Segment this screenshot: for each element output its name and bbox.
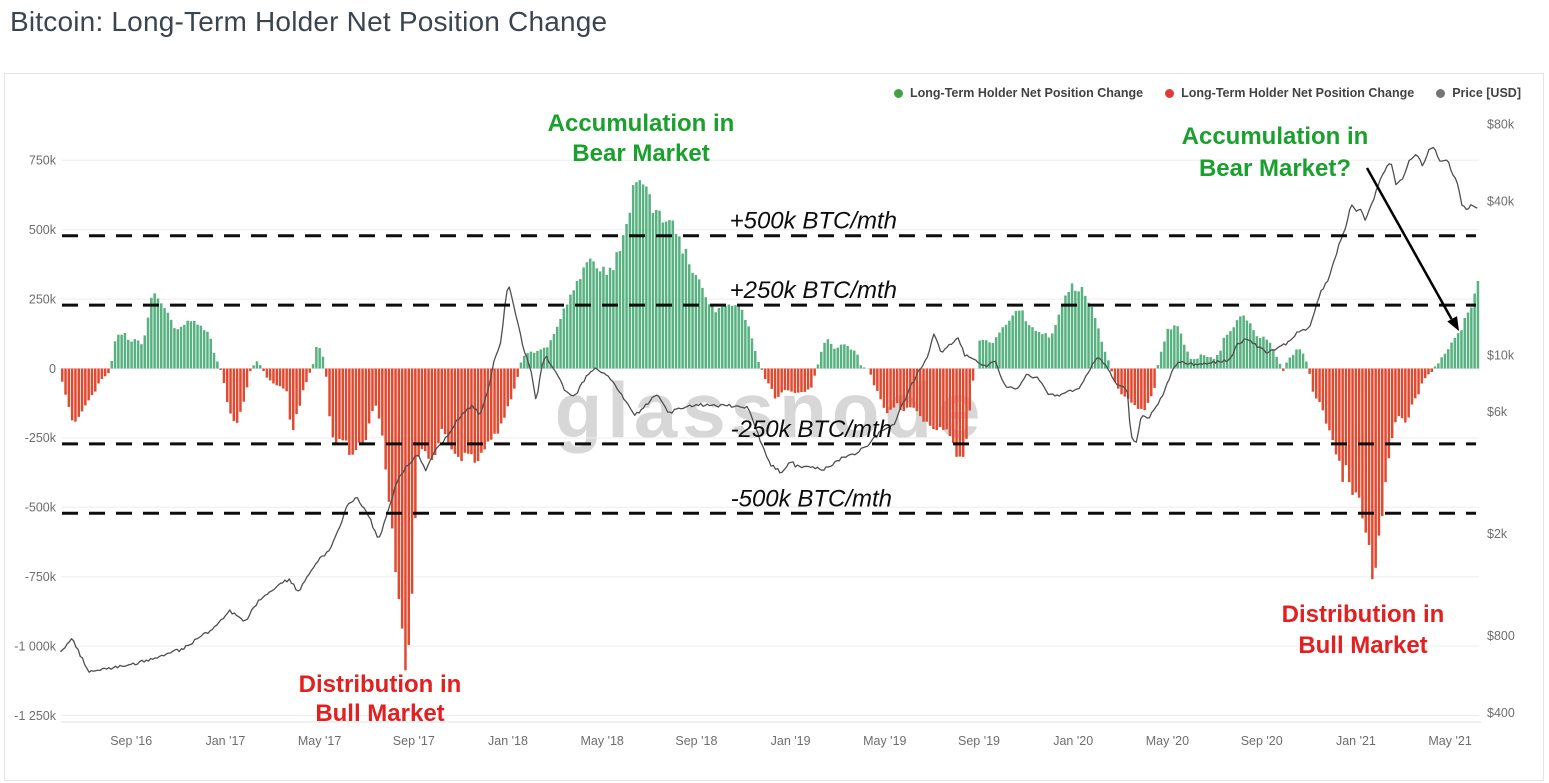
- svg-text:May '17: May '17: [298, 734, 341, 748]
- legend-item-ltl-green[interactable]: Long-Term Holder Net Position Change: [894, 86, 1143, 100]
- price-line-series: [60, 146, 1478, 673]
- svg-text:Sep '20: Sep '20: [1241, 734, 1283, 748]
- chart-card: [4, 73, 1544, 781]
- svg-text:Sep '17: Sep '17: [393, 734, 435, 748]
- svg-text:Sep '19: Sep '19: [958, 734, 1000, 748]
- level-label: +250k BTC/mth: [730, 277, 897, 304]
- svg-text:Jan '20: Jan '20: [1053, 734, 1093, 748]
- svg-text:750k: 750k: [29, 154, 57, 168]
- legend-dot-green-icon: [894, 88, 903, 98]
- level-label: +500k BTC/mth: [730, 208, 897, 235]
- svg-text:0: 0: [49, 362, 56, 376]
- legend-dot-red-icon: [1165, 88, 1175, 98]
- svg-text:-1 250k: -1 250k: [14, 709, 56, 723]
- svg-text:Jan '21: Jan '21: [1336, 734, 1376, 748]
- page-title: Bitcoin: Long-Term Holder Net Position C…: [10, 6, 608, 37]
- annotation-distribution-bull-left: Distribution in Bull Market: [298, 671, 462, 727]
- legend-dot-gray-icon: [1436, 88, 1446, 98]
- svg-text:Sep '16: Sep '16: [110, 734, 152, 748]
- level-label: -500k BTC/mth: [731, 485, 892, 512]
- annotation-distribution-bull-right: Distribution in Bull Market: [1281, 601, 1445, 659]
- y-axis-left-labels: 750k 500k 250k 0 -250k -500k -750k -1 000k -1 25…: [14, 154, 56, 723]
- svg-text:-500k: -500k: [25, 501, 57, 515]
- svg-text:250k: 250k: [29, 292, 57, 306]
- svg-text:500k: 500k: [29, 223, 57, 237]
- svg-text:May '18: May '18: [581, 734, 624, 748]
- svg-text:May '20: May '20: [1146, 734, 1189, 748]
- svg-text:May '19: May '19: [863, 734, 906, 748]
- svg-text:$40k: $40k: [1487, 194, 1515, 208]
- svg-text:-750k: -750k: [25, 570, 57, 584]
- legend-item-ltl-red[interactable]: Long-Term Holder Net Position Change: [1165, 86, 1414, 100]
- svg-text:$10k: $10k: [1487, 348, 1515, 362]
- annotation-arrow: [1365, 167, 1459, 331]
- svg-text:$400: $400: [1487, 706, 1515, 720]
- legend-label: Long-Term Holder Net Position Change: [1181, 86, 1415, 100]
- svg-text:$6k: $6k: [1487, 405, 1508, 419]
- svg-text:$80k: $80k: [1487, 117, 1515, 131]
- annotation-accumulation-bear-question: Accumulation in Bear Market?: [1181, 123, 1369, 182]
- svg-text:May '21: May '21: [1428, 734, 1471, 748]
- legend-label: Price [USD]: [1452, 86, 1521, 100]
- svg-text:Jan '18: Jan '18: [488, 734, 528, 748]
- legend-label: Long-Term Holder Net Position Change: [910, 86, 1144, 100]
- level-annotations: +500k BTC/mth +250k BTC/mth -250k BTC/mth -…: [62, 208, 1476, 515]
- net-position-bars: [61, 180, 1480, 671]
- x-axis-labels: Sep '16 Jan '17 May '17 Sep '17 Jan '18 May '…: [110, 734, 1472, 748]
- svg-text:-1 000k: -1 000k: [14, 639, 56, 653]
- level-label: -250k BTC/mth: [731, 416, 892, 443]
- legend: Long-Term Holder Net Position Change Lon…: [894, 86, 1521, 100]
- svg-text:Sep '18: Sep '18: [675, 734, 717, 748]
- annotation-accumulation-bear: Accumulation in Bear Market: [547, 110, 735, 167]
- svg-text:$2k: $2k: [1487, 527, 1508, 541]
- svg-text:Jan '17: Jan '17: [205, 734, 245, 748]
- svg-text:$800: $800: [1487, 629, 1515, 643]
- legend-item-price[interactable]: Price [USD]: [1436, 86, 1521, 100]
- svg-text:Jan '19: Jan '19: [771, 734, 811, 748]
- svg-text:-250k: -250k: [25, 431, 57, 445]
- y-axis-right-labels: $80k $40k $10k $6k $2k $800 $400: [1487, 117, 1515, 720]
